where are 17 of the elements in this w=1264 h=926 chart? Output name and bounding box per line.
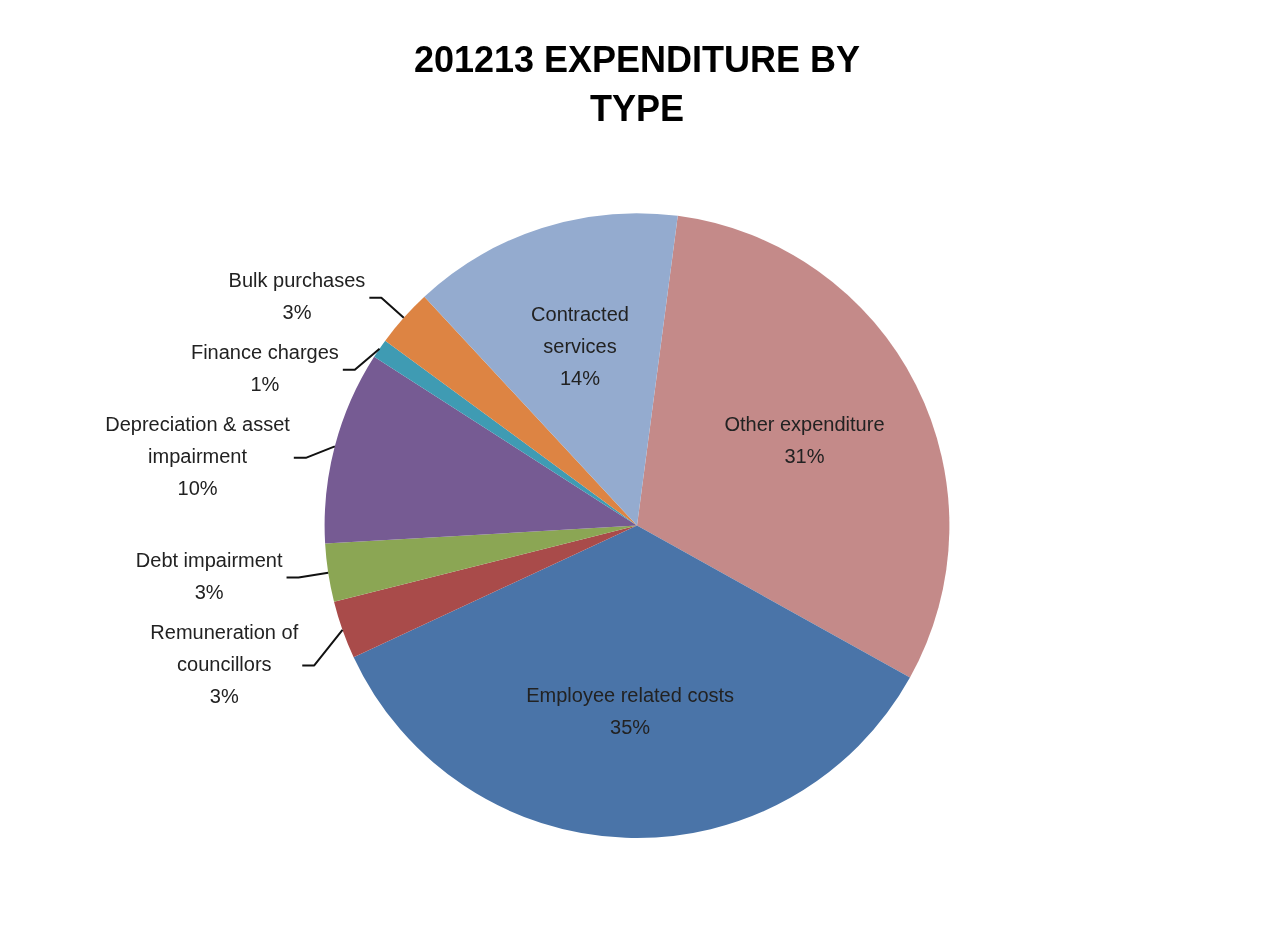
- slice-label: Depreciation & asset impairment: [105, 413, 291, 468]
- slice-label: Contracted services: [531, 302, 629, 357]
- data-label: 1%: [250, 373, 280, 396]
- slice-label: Employee related costs: [526, 684, 735, 707]
- data-label: 14%: [560, 366, 601, 389]
- data-label: 35%: [610, 716, 651, 739]
- data-label: 3%: [209, 684, 239, 707]
- data-label: 3%: [282, 301, 312, 324]
- slice-label: Finance charges: [190, 341, 339, 364]
- data-label: 10%: [177, 477, 218, 500]
- slice-label: Debt impairment: [135, 548, 283, 571]
- slice-label: Other expenditure: [724, 412, 885, 435]
- slice-label: Remuneration of councillors: [150, 620, 299, 675]
- slice-label: Bulk purchases: [228, 269, 366, 292]
- data-label: 31%: [784, 444, 825, 467]
- data-label: 3%: [194, 580, 224, 603]
- chart-title: 201213 EXPENDITURE BY TYPE: [413, 39, 861, 129]
